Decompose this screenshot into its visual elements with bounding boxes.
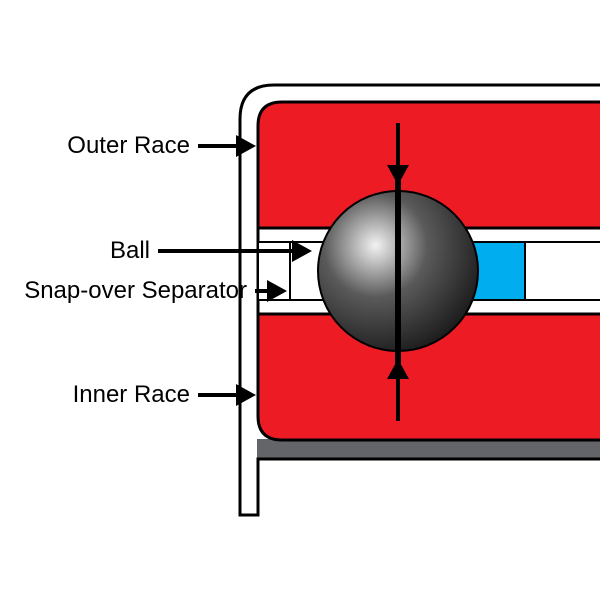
label-separator: Snap-over Separator [24,277,247,305]
housing-shadow-block [257,439,600,599]
arrow-inner-race [236,384,256,406]
arrow-outer-race [236,135,256,157]
ball-center-bar [395,167,401,375]
bearing-cross-section-diagram: Outer Race Ball Snap-over Separator Inne… [0,0,600,600]
label-ball: Ball [110,237,150,265]
label-outer-race: Outer Race [67,132,190,160]
label-inner-race: Inner Race [73,381,190,409]
